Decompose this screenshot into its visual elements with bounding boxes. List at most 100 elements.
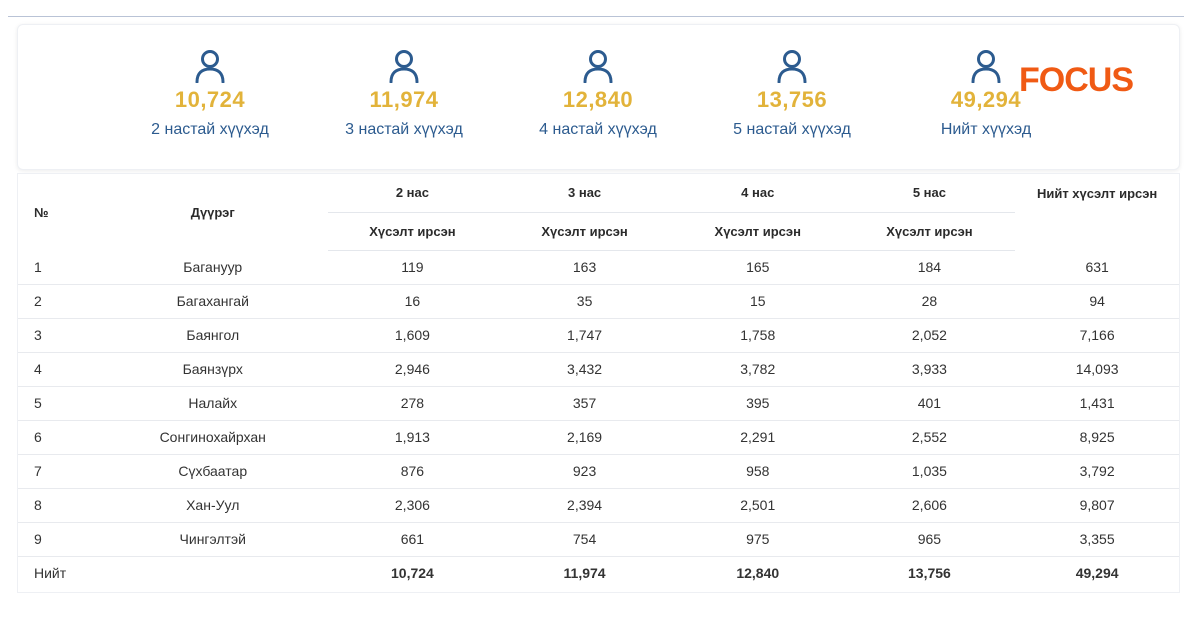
cell-age3: 2,394 <box>497 488 672 523</box>
cell-district: Чингэлтэй <box>97 522 328 557</box>
cell-total: 7,166 <box>1015 318 1179 353</box>
stat-card-age2: 10,724 2 настай хүүхэд <box>113 49 307 139</box>
header-age4: 4 нас <box>741 185 775 201</box>
cell-no: 2 <box>18 284 98 319</box>
stat-label: 3 настай хүүхэд <box>345 121 463 138</box>
cell-no: 7 <box>18 454 98 489</box>
cell-total: 3,355 <box>1015 522 1179 557</box>
subheader-total-empty <box>1015 212 1179 250</box>
cell-no: 9 <box>18 522 98 557</box>
cell-total: 94 <box>1015 284 1179 319</box>
total-age4: 12,840 <box>736 565 780 582</box>
cell-age5: 965 <box>843 522 1016 557</box>
cell-district: Багануур <box>97 250 328 285</box>
cell-total: 8,925 <box>1015 420 1179 455</box>
table-row: 2 Багахангай 16 35 15 28 94 <box>18 284 1179 319</box>
header-age3: 3 нас <box>568 185 602 201</box>
cell-age4: 1,758 <box>671 318 844 353</box>
table-row: 6 Сонгинохайрхан 1,913 2,169 2,291 2,552… <box>18 420 1179 455</box>
cell-age2: 16 <box>327 284 498 319</box>
table-row: 7 Сүхбаатар 876 923 958 1,035 3,792 <box>18 454 1179 489</box>
total-district-empty <box>98 556 328 590</box>
cell-district: Багахангай <box>97 284 328 319</box>
cell-age5: 2,552 <box>843 420 1016 455</box>
cell-age2: 119 <box>327 250 498 285</box>
cell-age3: 163 <box>497 250 672 285</box>
cell-age4: 15 <box>671 284 844 319</box>
stat-card-age5: 13,756 5 настай хүүхэд <box>695 49 889 139</box>
header-district: Дүүрэг <box>190 204 235 220</box>
cell-total: 14,093 <box>1015 352 1179 387</box>
subheader-age2: Хүсэлт ирсэн <box>327 211 498 251</box>
cell-age4: 165 <box>671 250 844 285</box>
table-total-row: Нийт 10,724 11,974 12,840 13,756 49,294 <box>18 556 1179 590</box>
cell-age3: 3,432 <box>497 352 672 387</box>
cell-age5: 3,933 <box>843 352 1016 387</box>
stat-value: 13,756 <box>756 87 828 112</box>
cell-no: 1 <box>18 250 98 285</box>
cell-age3: 754 <box>497 522 672 557</box>
user-icon <box>777 50 807 83</box>
table-row: 3 Баянгол 1,609 1,747 1,758 2,052 7,166 <box>18 318 1179 353</box>
header-age5: 5 нас <box>912 185 946 201</box>
cell-age4: 3,782 <box>671 352 844 387</box>
stat-value: 10,724 <box>174 87 246 112</box>
cell-age2: 2,946 <box>327 352 498 387</box>
cell-age3: 35 <box>497 284 672 319</box>
cell-district: Баянзүрх <box>97 352 328 387</box>
cell-age5: 28 <box>843 284 1016 319</box>
cell-age5: 184 <box>843 250 1016 285</box>
stat-card-total: 49,294 Нийт хүүхэд <box>889 49 1083 139</box>
cell-age2: 2,306 <box>327 488 498 523</box>
table-subheader-row: Хүсэлт ирсэн Хүсэлт ирсэн Хүсэлт ирсэн Х… <box>18 211 1179 251</box>
cell-no: 4 <box>18 352 98 387</box>
cell-age5: 1,035 <box>843 454 1016 489</box>
cell-total: 3,792 <box>1015 454 1179 489</box>
requests-table: № Дүүрэг 2 нас 3 нас 4 нас 5 нас Нийт хү… <box>18 174 1179 590</box>
cell-district: Хан-Уул <box>97 488 328 523</box>
cell-age4: 2,291 <box>671 420 844 455</box>
header-age2: 2 нас <box>395 185 429 201</box>
subheader-age3: Хүсэлт ирсэн <box>497 211 672 251</box>
stats-panel: 10,724 2 настай хүүхэд 11,974 3 настай х… <box>17 24 1180 170</box>
cell-no: 6 <box>18 420 98 455</box>
top-divider <box>8 16 1184 17</box>
stat-value: 11,974 <box>369 87 439 112</box>
cell-age4: 975 <box>671 522 844 557</box>
cell-age4: 2,501 <box>671 488 844 523</box>
cell-age4: 395 <box>671 386 844 421</box>
cell-age2: 1,609 <box>327 318 498 353</box>
header-no: № <box>34 204 49 220</box>
table-header-row: № Дүүрэг 2 нас 3 нас 4 нас 5 нас Нийт хү… <box>18 174 1179 219</box>
cell-total: 1,431 <box>1015 386 1179 421</box>
total-age2: 10,724 <box>391 565 434 582</box>
cell-no: 3 <box>18 318 98 353</box>
cell-age2: 876 <box>327 454 498 489</box>
total-age3: 11,974 <box>563 565 606 582</box>
user-icon <box>971 50 1001 83</box>
table-row: 8 Хан-Уул 2,306 2,394 2,501 2,606 9,807 <box>18 488 1179 523</box>
cell-district: Сүхбаатар <box>97 454 328 489</box>
stat-value: 12,840 <box>562 87 634 112</box>
cell-total: 9,807 <box>1015 488 1179 523</box>
logo-text: FOCUS <box>1019 61 1133 95</box>
total-age5: 13,756 <box>908 565 951 582</box>
header-total: Нийт хүсэлт ирсэн <box>1036 185 1158 201</box>
table-row: 9 Чингэлтэй 661 754 975 965 3,355 <box>18 522 1179 557</box>
user-icon <box>195 50 225 83</box>
data-table-panel: № Дүүрэг 2 нас 3 нас 4 нас 5 нас Нийт хү… <box>17 173 1180 593</box>
cell-age3: 1,747 <box>497 318 672 353</box>
table-row: 4 Баянзүрх 2,946 3,432 3,782 3,933 14,09… <box>18 352 1179 387</box>
cell-age5: 2,606 <box>843 488 1016 523</box>
stat-label: 5 настай хүүхэд <box>733 121 851 138</box>
cell-age2: 661 <box>327 522 498 557</box>
subheader-age5: Хүсэлт ирсэн <box>843 211 1016 251</box>
user-icon <box>583 50 613 83</box>
stat-label: 2 настай хүүхэд <box>151 121 269 138</box>
cell-age3: 357 <box>497 386 672 421</box>
cell-no: 5 <box>18 386 98 421</box>
cell-age2: 278 <box>327 386 498 421</box>
cell-age3: 2,169 <box>497 420 672 455</box>
total-all: 49,294 <box>1075 565 1119 582</box>
stat-label: 4 настай хүүхэд <box>539 121 657 138</box>
